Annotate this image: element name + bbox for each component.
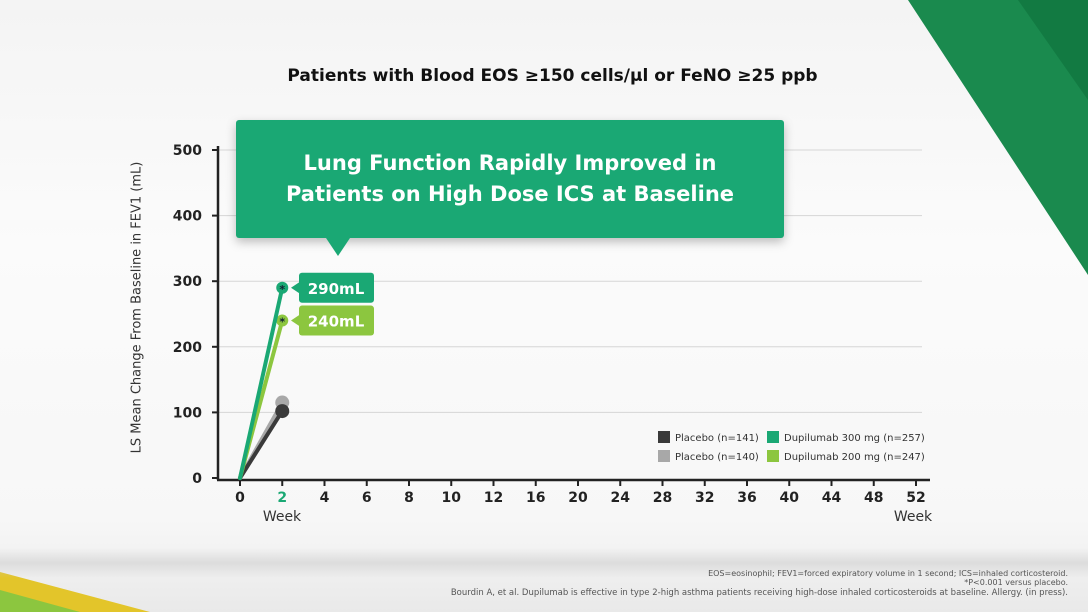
x-tick-label: 6 [362,490,372,506]
footnote-significance: *P<0.001 versus placebo. [964,578,1068,587]
y-tick-label: 500 [173,143,202,159]
legend-swatch [658,450,670,462]
y-tick-label: 400 [173,209,202,225]
x-tick-label: 32 [695,490,714,506]
floor-shade [0,548,1088,578]
data-point [275,404,290,419]
x-tick-label: 48 [864,490,883,506]
legend-swatch [767,431,779,443]
x-tick-label: 2 [277,490,287,506]
x-tick-label: 12 [484,490,503,506]
value-badge-label: 290mL [308,280,365,298]
y-tick-label: 200 [173,340,202,356]
significance-marker: * [279,316,285,329]
callout-box: Lung Function Rapidly Improved in Patient… [236,120,784,256]
legend-label: Dupilumab 300 mg (n=257) [784,433,925,444]
value-badge [299,272,374,303]
x-tick-label: 44 [822,490,842,506]
x-tick-label: 36 [737,490,756,506]
x-tick-label: 4 [320,490,330,506]
corner-decoration-bottom [0,572,150,612]
x-tick-label: 52 [906,490,925,506]
legend-label: Placebo (n=140) [675,452,759,463]
data-point [276,314,289,327]
legend-swatch [658,431,670,443]
corner-decoration [908,0,1088,275]
x-tick-label: 20 [568,490,588,506]
value-badge-pointer [291,281,300,294]
value-badge-label: 240mL [308,313,365,331]
x-tick-label: 24 [611,490,631,506]
legend-label: Dupilumab 200 mg (n=247) [784,452,925,463]
data-point [276,281,289,294]
legend-swatch [767,450,779,462]
x-tick-label: 8 [404,490,414,506]
significance-marker: * [279,283,285,296]
footnote-abbreviations: EOS=eosinophil; FEV1=forced expiratory v… [708,569,1068,578]
footnote-reference: Bourdin A, et al. Dupilumab is effective… [450,588,1068,598]
value-badge-pointer [291,314,300,327]
y-tick-label: 100 [173,405,202,421]
x-axis-label-right: Week [894,509,933,525]
series-line-2 [238,285,285,480]
y-tick-label: 300 [173,274,202,290]
chart-title: Patients with Blood EOS ≥150 cells/µl or… [287,66,818,86]
x-tick-label: 10 [442,490,462,506]
x-axis-label-left: Week [263,509,302,525]
series-line-0 [238,409,285,480]
callout-line-1: Lung Function Rapidly Improved in [303,151,717,175]
y-tick-label: 0 [192,471,202,487]
callout-line-2: Patients on High Dose ICS at Baseline [285,182,735,206]
x-tick-label: 0 [235,490,245,506]
x-tick-label: 28 [653,490,672,506]
legend-label: Placebo (n=141) [675,433,759,444]
x-tick-label: 16 [526,490,545,506]
value-badge [299,305,374,336]
x-tick-label: 40 [780,490,800,506]
